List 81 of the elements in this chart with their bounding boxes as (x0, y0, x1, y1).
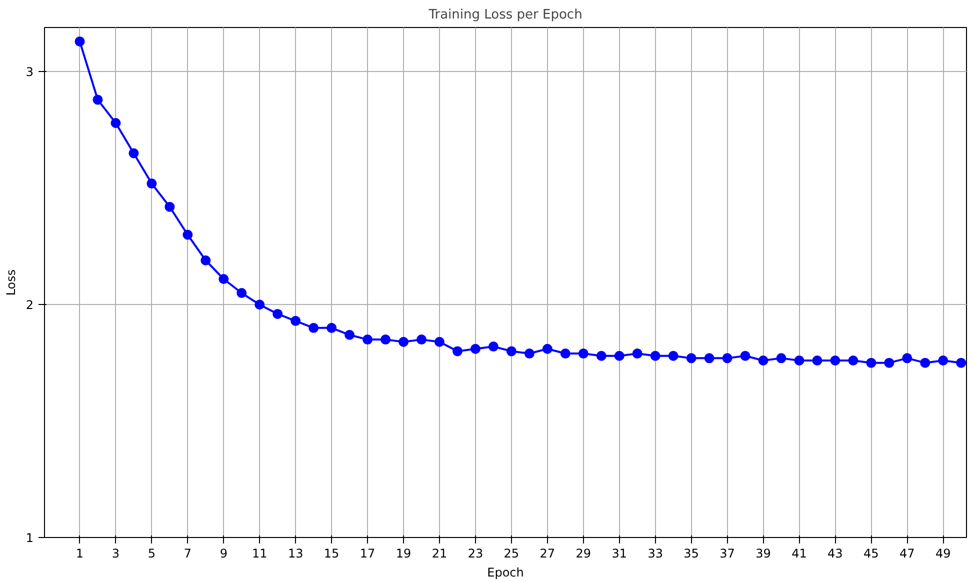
point (650, 350, 660, 361)
point (830, 356, 840, 366)
point (632, 348, 642, 359)
point (488, 342, 498, 352)
x-axis-title: Epoch (487, 566, 524, 580)
x-tick-label: 35 (684, 546, 699, 560)
x-tick-label: 23 (468, 546, 484, 560)
y-tick-label: 3 (26, 65, 34, 80)
point (578, 348, 588, 359)
point (596, 350, 606, 361)
point (506, 346, 516, 356)
x-tick-label: 29 (576, 546, 592, 560)
point (866, 358, 876, 368)
x-tick-label: 37 (720, 546, 735, 560)
point (938, 356, 948, 366)
point (668, 350, 678, 361)
point (740, 350, 750, 361)
point (110, 118, 121, 128)
point (776, 353, 786, 364)
point (200, 255, 211, 266)
point (722, 353, 732, 364)
point (956, 358, 966, 368)
point (542, 344, 552, 354)
y-axis-title: Loss (4, 269, 18, 296)
point (182, 230, 193, 240)
point (254, 300, 265, 310)
point (272, 308, 283, 319)
point (902, 353, 912, 364)
point (236, 288, 247, 298)
point (362, 334, 373, 345)
point (128, 148, 139, 158)
x-tick-label: 33 (648, 546, 663, 560)
point (308, 322, 319, 333)
x-tick-label: 1 (76, 546, 84, 560)
y-tick-label: 1 (26, 531, 34, 545)
point (470, 344, 480, 354)
point (452, 346, 462, 356)
x-tick-label: 9 (220, 546, 228, 560)
point (380, 334, 391, 345)
x-tick-label: 3 (112, 546, 120, 560)
point (686, 353, 696, 364)
x-tick-label: 27 (540, 546, 556, 560)
point (398, 336, 409, 347)
x-tick-label: 49 (935, 546, 951, 560)
point (812, 356, 822, 366)
x-tick-label: 31 (612, 546, 628, 560)
point (344, 330, 355, 340)
point (326, 322, 337, 333)
point (74, 36, 85, 46)
x-tick-label: 15 (324, 546, 340, 560)
point (758, 356, 768, 366)
point (794, 356, 804, 366)
point (218, 274, 229, 284)
point (146, 178, 157, 189)
point (290, 316, 301, 326)
point (560, 348, 570, 359)
x-tick-label: 41 (792, 546, 807, 560)
point (92, 94, 103, 105)
point (416, 334, 426, 345)
x-tick-label: 45 (864, 546, 879, 560)
point (848, 356, 858, 366)
point (704, 353, 714, 364)
point (434, 336, 444, 347)
point (884, 358, 894, 368)
x-tick-label: 47 (900, 546, 915, 560)
x-tick-label: 11 (252, 546, 268, 560)
point (614, 350, 624, 361)
point (524, 348, 534, 359)
x-tick-label: 13 (288, 546, 304, 560)
point (164, 202, 175, 212)
x-tick-label: 19 (396, 546, 412, 560)
y-tick-label: 2 (26, 298, 34, 312)
x-tick-label: 39 (756, 546, 771, 560)
x-tick-label: 25 (504, 546, 520, 560)
x-tick-label: 21 (432, 546, 448, 560)
x-tick-label: 17 (360, 546, 376, 560)
point (920, 358, 930, 368)
x-tick-label: 7 (184, 546, 192, 560)
x-tick-label: 43 (828, 546, 843, 560)
x-tick-label: 5 (148, 546, 156, 560)
chart-title: Training Loss per Epoch (428, 8, 582, 22)
